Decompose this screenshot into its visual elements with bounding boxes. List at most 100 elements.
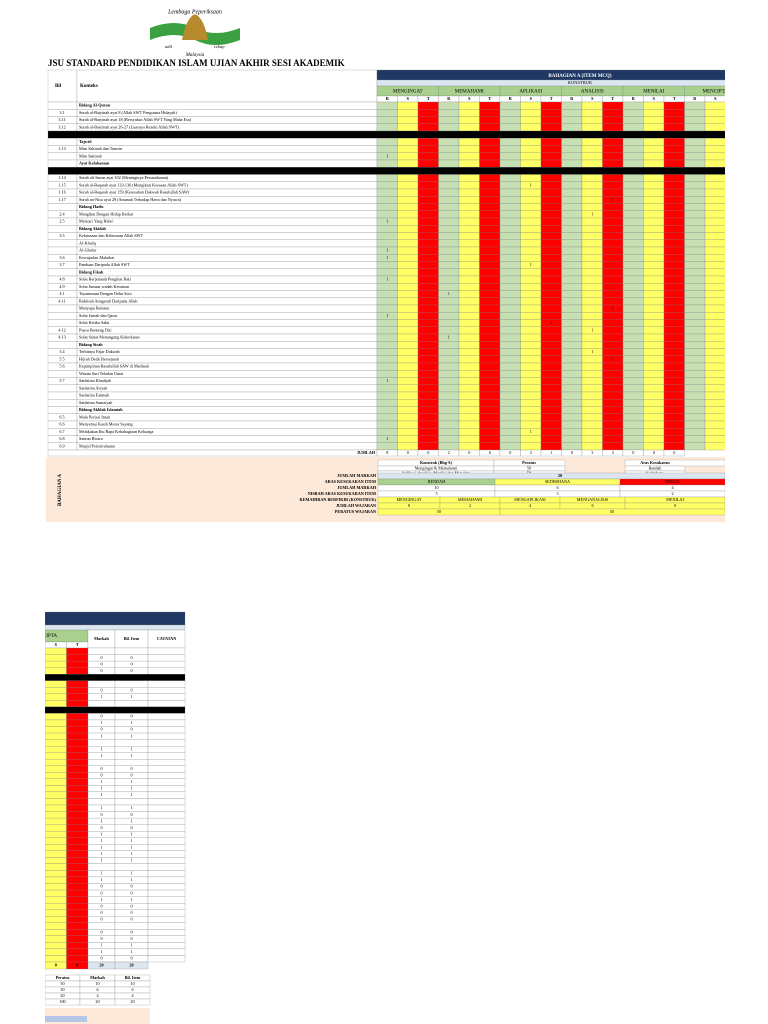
- grade-cell: [643, 384, 665, 393]
- grade-cell: [561, 391, 583, 400]
- grade-cell: [602, 333, 624, 342]
- grade-cell: [704, 254, 725, 262]
- row-bil: 3.11: [58, 117, 65, 122]
- grade-cell: [376, 181, 398, 190]
- cell: [47, 399, 78, 407]
- cell: [147, 942, 186, 950]
- grade-cell: [684, 181, 706, 190]
- wajaran-value: 8: [408, 503, 410, 508]
- grade-cell: [479, 290, 501, 298]
- grade-cell: [726, 211, 747, 218]
- grade-cell: [438, 239, 460, 248]
- markah-cell: 0: [100, 936, 102, 941]
- grade-cell: [704, 123, 725, 132]
- jumlah-value: 0: [489, 450, 491, 455]
- grade-cell: [417, 420, 439, 429]
- grade-cell: [540, 355, 562, 364]
- grade-cell: [663, 123, 685, 132]
- grade-cell: [417, 217, 439, 226]
- grade-cell: [417, 435, 439, 443]
- grade-cell: [417, 188, 439, 197]
- cell: [87, 647, 116, 655]
- cell: [114, 922, 149, 930]
- grade-cell: [540, 435, 562, 443]
- grade-cell: [663, 355, 685, 364]
- grade-cell: [438, 283, 460, 291]
- grade-cell: [726, 254, 747, 261]
- grade-cell: [726, 320, 747, 327]
- grade-cell: [520, 225, 542, 233]
- markah-cell: 1: [100, 753, 102, 758]
- grade-cell: [376, 283, 398, 291]
- grade-cell: [520, 174, 542, 182]
- grade-cell: [602, 370, 624, 378]
- grade-cell: [684, 370, 706, 378]
- grade-cell: [643, 420, 665, 429]
- summary-label: NISBAH ARAS KESUKARAN ITEM: [308, 491, 376, 496]
- grade-cell: [499, 268, 521, 277]
- grade-cell: [540, 174, 562, 182]
- markah-cell: 0: [100, 655, 102, 660]
- markah-cell: 1: [100, 877, 102, 882]
- grade-cell: [622, 283, 644, 291]
- cell: [147, 876, 186, 884]
- grade-cell: [643, 268, 665, 277]
- grade-cell: [684, 297, 706, 306]
- grade-cell: [479, 319, 501, 327]
- logo: Lembaga Peperiksaan Malaysia adil cekap: [150, 9, 240, 58]
- grade-cell: [520, 319, 542, 327]
- cell: [147, 660, 186, 668]
- grade-cell: [684, 355, 706, 364]
- cell: [76, 384, 378, 393]
- grade-cell: [581, 225, 603, 233]
- cell: [76, 101, 378, 110]
- level-label: R: [447, 96, 451, 101]
- grade-cell: [458, 341, 480, 349]
- grade-cell: [376, 319, 398, 327]
- p2-cell: 30: [60, 987, 64, 992]
- grade-cell: [417, 341, 439, 349]
- grade-cell: [45, 863, 67, 871]
- grade-cell: [479, 145, 501, 153]
- row-konteks: Bidang Akhlak Islamiah: [79, 407, 123, 412]
- grade-cell: [458, 217, 480, 226]
- grade-cell: [417, 319, 439, 327]
- grade-cell: [45, 700, 67, 707]
- grade-cell: [438, 109, 460, 117]
- grade-cell: [376, 145, 398, 153]
- p2-cell: 6: [131, 987, 133, 992]
- grade-cell: [397, 123, 419, 132]
- grade-cell: [643, 377, 665, 385]
- grade-cell: [684, 116, 706, 124]
- grade-cell: [726, 160, 747, 167]
- grade-cell: [66, 916, 89, 923]
- cell: [147, 752, 186, 760]
- grade-cell: [643, 217, 665, 226]
- row-konteks: Surah an-Nisa ayat 29 (Amanah Terhadap H…: [79, 197, 182, 202]
- cell: [147, 798, 186, 806]
- grade-cell: [397, 174, 419, 182]
- grade-cell: [417, 399, 439, 407]
- grade-cell: [602, 159, 624, 168]
- grade-cell: [458, 312, 480, 320]
- grade-cell: [458, 406, 480, 414]
- cell: [87, 700, 116, 707]
- grade-cell: [622, 428, 644, 436]
- grade-cell: [458, 370, 480, 378]
- grade-cell: [397, 312, 419, 320]
- grade-cell: [704, 319, 725, 327]
- grade-cell: [643, 159, 665, 168]
- grade-cell: [663, 152, 685, 161]
- grade-cell: [479, 399, 501, 407]
- grade-cell: [561, 101, 583, 110]
- grade-cell: [540, 333, 562, 342]
- grade-cell: [726, 240, 747, 247]
- grade-cell: [622, 362, 644, 371]
- jumlah-value: 0: [632, 450, 634, 455]
- grade-cell: [684, 399, 706, 407]
- peratus-value: 50: [437, 509, 441, 514]
- grade-cell: [602, 420, 624, 429]
- grade-cell: [726, 385, 747, 392]
- grade-cell: [479, 152, 501, 161]
- grade-cell: [581, 152, 603, 161]
